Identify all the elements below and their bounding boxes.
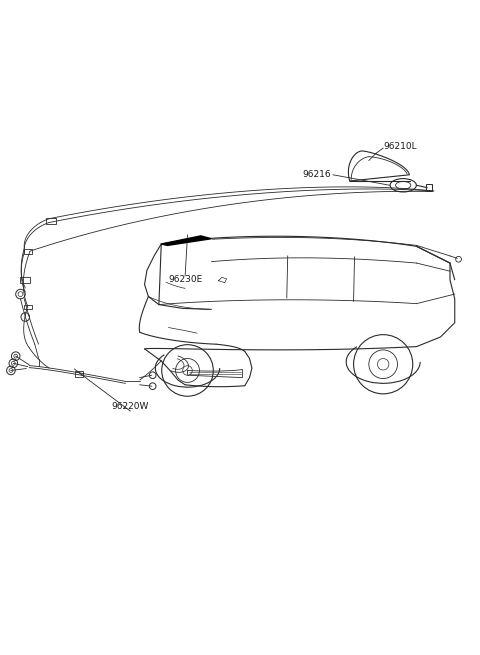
Text: 96216: 96216 [302,170,331,179]
Text: 96230E: 96230E [168,275,202,284]
Text: 96210L: 96210L [383,141,417,151]
Polygon shape [161,236,211,246]
Text: 96220W: 96220W [111,402,149,411]
